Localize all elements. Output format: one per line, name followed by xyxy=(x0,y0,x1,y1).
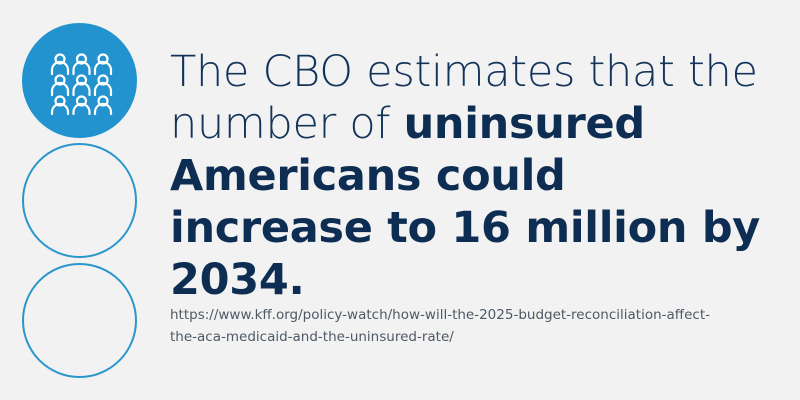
source-url[interactable]: https://www.kff.org/policy-watch/how-wil… xyxy=(170,304,780,348)
source-url-line[interactable]: https://www.kff.org/policy-watch/how-wil… xyxy=(170,307,710,323)
outline-circle xyxy=(22,143,137,258)
headline-light-text: The CBO estimates that the number of xyxy=(170,47,758,149)
headline: The CBO estimates that the number of uni… xyxy=(170,46,780,306)
people-group-icon xyxy=(50,53,113,115)
source-url-line[interactable]: the-aca-medicaid-and-the-uninsured-rate/ xyxy=(170,329,454,345)
headline-bold-text: uninsured Americans could increase to 16… xyxy=(170,99,761,305)
outline-circle xyxy=(22,263,137,378)
people-group-circle xyxy=(22,23,137,138)
